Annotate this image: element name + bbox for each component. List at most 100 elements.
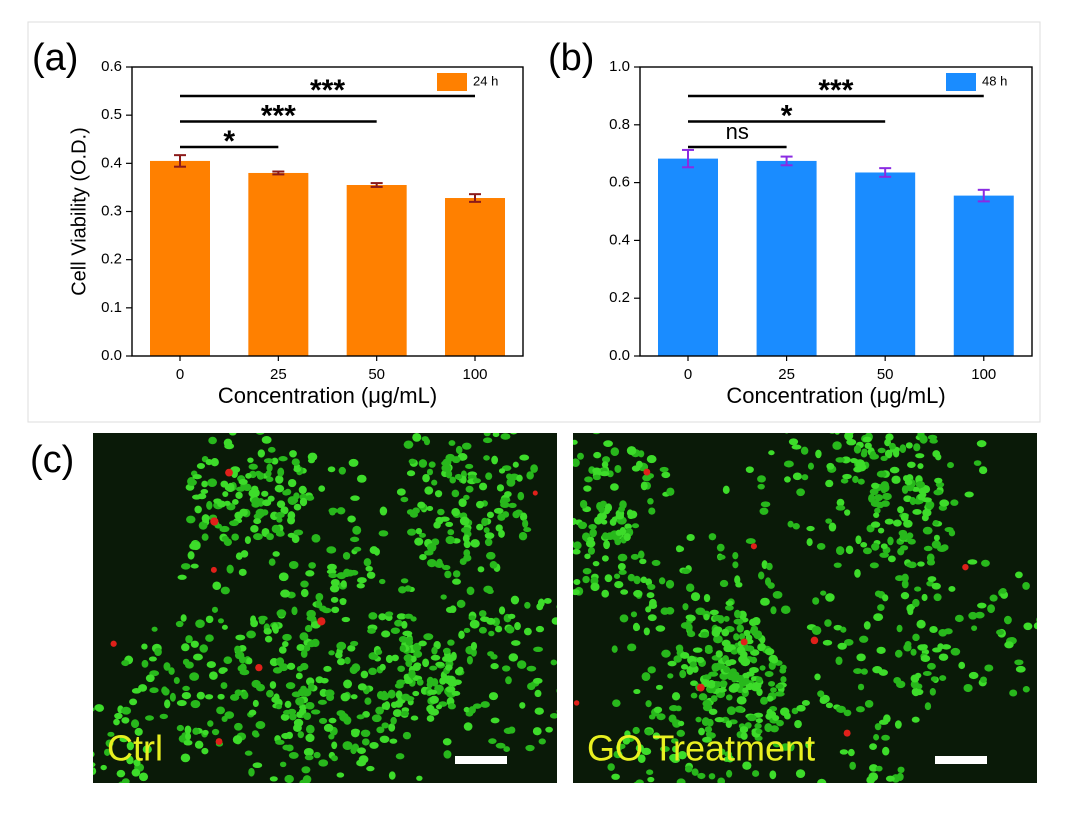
cell (613, 573, 621, 579)
cell (750, 649, 760, 656)
cell (730, 649, 738, 655)
cell (623, 533, 631, 542)
cell (220, 682, 228, 689)
cell (749, 618, 758, 627)
cell (760, 597, 770, 606)
cell (253, 518, 262, 525)
cell (607, 763, 615, 771)
cell (526, 665, 537, 672)
cell (503, 746, 510, 753)
cell (291, 534, 300, 544)
cell (987, 604, 996, 614)
cell (874, 507, 881, 514)
cell (530, 464, 538, 473)
cell (233, 722, 243, 731)
cell (715, 663, 726, 670)
dead-cell (225, 468, 233, 477)
cell (514, 509, 523, 516)
cell (302, 775, 312, 783)
cell (646, 592, 655, 599)
cell (816, 542, 826, 550)
dead-cell (696, 683, 705, 692)
cell (963, 683, 973, 693)
cell (847, 748, 855, 757)
cell (769, 770, 777, 780)
significance-label: *** (310, 74, 345, 107)
cell (426, 468, 434, 476)
cell (856, 411, 865, 419)
cell (732, 561, 739, 569)
dead-cell (810, 636, 819, 645)
cell (442, 647, 451, 655)
cell (252, 762, 263, 769)
cell (441, 564, 451, 571)
cell (426, 505, 434, 512)
cell (331, 755, 338, 762)
significance-label: * (781, 99, 793, 132)
cell (293, 529, 304, 536)
cell (54, 714, 62, 720)
cell (401, 620, 408, 629)
cell (854, 569, 861, 578)
cell (220, 586, 230, 595)
cell (221, 624, 228, 630)
cell (407, 528, 417, 536)
cell (429, 665, 438, 671)
cell (133, 759, 141, 767)
cell (887, 414, 896, 419)
cell (218, 667, 226, 675)
cell (885, 775, 895, 782)
cell (676, 644, 684, 653)
cell (248, 489, 257, 498)
cell (379, 663, 386, 671)
cell (306, 609, 316, 619)
legend-label: 24 h (473, 73, 498, 88)
cell (223, 438, 233, 447)
cell (893, 677, 902, 684)
cell (731, 795, 739, 801)
cell (912, 633, 920, 642)
cell (508, 653, 519, 662)
cell (452, 570, 461, 578)
cell (274, 785, 283, 793)
cell (659, 746, 670, 753)
cell (299, 632, 309, 641)
cell (448, 440, 456, 446)
cell (458, 630, 465, 640)
cell (585, 539, 596, 548)
cell (1045, 645, 1055, 652)
cell (463, 540, 471, 549)
cell (677, 750, 687, 760)
cell (805, 740, 812, 749)
cell (476, 500, 485, 509)
dead-cell (643, 468, 651, 476)
cell (728, 684, 739, 693)
cell (538, 738, 546, 745)
cell (510, 595, 520, 605)
cell (366, 804, 374, 812)
cell (633, 590, 643, 598)
cell (584, 553, 591, 560)
cell (279, 761, 287, 768)
dead-cell (317, 617, 326, 626)
error-bar (879, 167, 892, 178)
cell (840, 626, 847, 633)
cell (197, 493, 207, 500)
cell (795, 769, 806, 778)
cell (1022, 685, 1030, 693)
cell (877, 604, 885, 612)
cell (238, 568, 247, 576)
cell (633, 689, 641, 695)
cell (48, 742, 56, 749)
cell (181, 643, 190, 652)
cell (66, 732, 75, 741)
cell (745, 682, 754, 691)
cell (224, 711, 235, 719)
cell (328, 717, 337, 724)
cell (130, 719, 140, 729)
legend-swatch (437, 73, 467, 91)
cell (620, 589, 629, 595)
cell (60, 754, 69, 760)
cell (422, 658, 430, 668)
y-tick-label: 0.6 (101, 58, 122, 75)
